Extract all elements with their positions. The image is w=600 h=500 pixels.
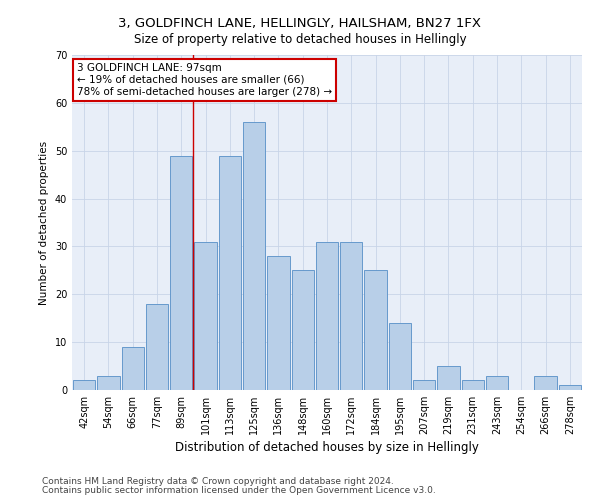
Text: Contains HM Land Registry data © Crown copyright and database right 2024.: Contains HM Land Registry data © Crown c… bbox=[42, 477, 394, 486]
Bar bbox=[122, 347, 144, 390]
Bar bbox=[316, 242, 338, 390]
Bar bbox=[437, 366, 460, 390]
X-axis label: Distribution of detached houses by size in Hellingly: Distribution of detached houses by size … bbox=[175, 441, 479, 454]
Bar bbox=[559, 385, 581, 390]
Text: Size of property relative to detached houses in Hellingly: Size of property relative to detached ho… bbox=[134, 32, 466, 46]
Text: Contains public sector information licensed under the Open Government Licence v3: Contains public sector information licen… bbox=[42, 486, 436, 495]
Text: 3 GOLDFINCH LANE: 97sqm
← 19% of detached houses are smaller (66)
78% of semi-de: 3 GOLDFINCH LANE: 97sqm ← 19% of detache… bbox=[77, 64, 332, 96]
Bar bbox=[267, 256, 290, 390]
Bar bbox=[292, 270, 314, 390]
Y-axis label: Number of detached properties: Number of detached properties bbox=[39, 140, 49, 304]
Bar bbox=[243, 122, 265, 390]
Text: 3, GOLDFINCH LANE, HELLINGLY, HAILSHAM, BN27 1FX: 3, GOLDFINCH LANE, HELLINGLY, HAILSHAM, … bbox=[119, 18, 482, 30]
Bar bbox=[364, 270, 387, 390]
Bar bbox=[413, 380, 436, 390]
Bar bbox=[486, 376, 508, 390]
Bar bbox=[340, 242, 362, 390]
Bar bbox=[218, 156, 241, 390]
Bar bbox=[97, 376, 119, 390]
Bar bbox=[389, 323, 411, 390]
Bar bbox=[146, 304, 168, 390]
Bar bbox=[73, 380, 95, 390]
Bar bbox=[535, 376, 557, 390]
Bar bbox=[461, 380, 484, 390]
Bar bbox=[170, 156, 193, 390]
Bar bbox=[194, 242, 217, 390]
